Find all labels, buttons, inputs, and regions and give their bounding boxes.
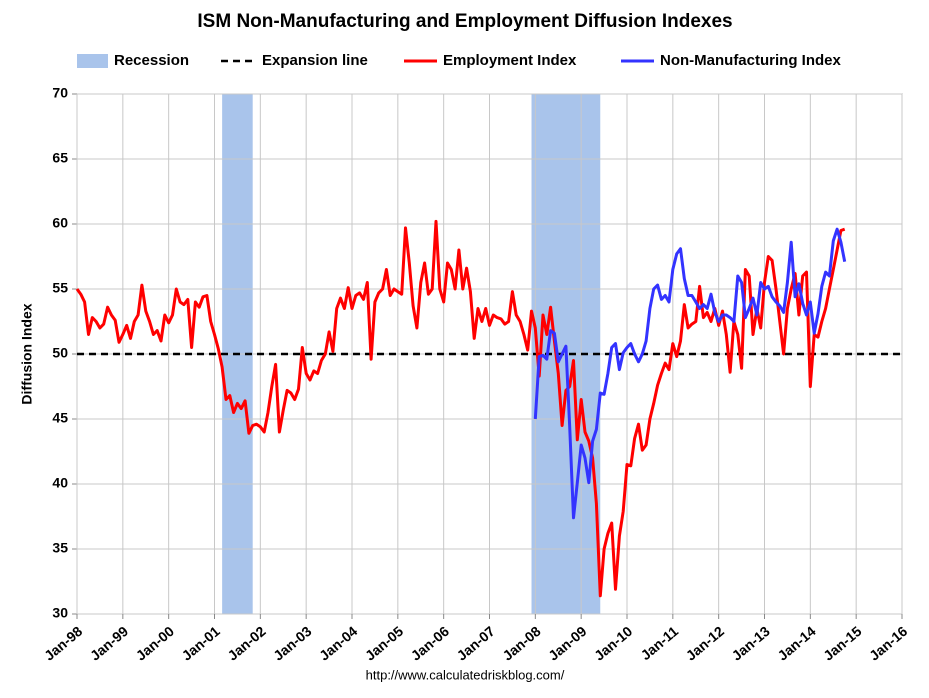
x-tick-label: Jan-16 — [866, 623, 910, 664]
chart-title: ISM Non-Manufacturing and Employment Dif… — [197, 11, 732, 32]
x-tick-label: Jan-07 — [454, 623, 498, 664]
y-tick-label: 55 — [52, 280, 68, 296]
y-tick-label: 60 — [52, 215, 68, 231]
series-line — [533, 227, 847, 520]
x-tick-label: Jan-04 — [316, 623, 360, 664]
y-tick-label: 40 — [52, 475, 68, 491]
legend-label: Non-Manufacturing Index — [660, 52, 841, 69]
y-axis-label: Diffusion Index — [19, 303, 35, 404]
x-tick-label: Jan-12 — [683, 623, 727, 664]
y-tick-label: 30 — [52, 605, 68, 621]
source: http://www.calculatedriskblog.com/ — [366, 667, 565, 682]
legend-label: Recession — [114, 52, 189, 69]
legend-swatch — [77, 54, 108, 68]
x-tick-label: Jan-09 — [545, 623, 589, 664]
y-tick-label: 65 — [52, 150, 68, 166]
x-tick-label: Jan-05 — [362, 623, 406, 664]
x-tick-label: Jan-11 — [637, 623, 681, 663]
x-tick-label: Jan-10 — [591, 623, 635, 664]
x-tick-label: Jan-13 — [729, 623, 773, 664]
legend-label: Expansion line — [262, 52, 368, 69]
x-tick-label: Jan-99 — [87, 623, 131, 664]
y-tick-label: 45 — [52, 410, 68, 426]
x-tick-label: Jan-00 — [133, 623, 177, 664]
x-tick-label: Jan-15 — [820, 623, 864, 664]
y-tick-label: 50 — [52, 345, 68, 361]
x-tick-label: Jan-01 — [179, 623, 223, 664]
x-tick-label: Jan-14 — [774, 623, 818, 664]
x-tick-label: Jan-08 — [499, 623, 543, 664]
x-tick-label: Jan-98 — [41, 623, 85, 664]
y-tick-label: 35 — [52, 540, 68, 556]
legend-label: Employment Index — [443, 52, 577, 69]
y-tick-label: 70 — [52, 85, 68, 101]
x-tick-label: Jan-06 — [408, 623, 452, 664]
x-tick-label: Jan-03 — [270, 623, 314, 664]
x-tick-label: Jan-02 — [224, 623, 268, 664]
